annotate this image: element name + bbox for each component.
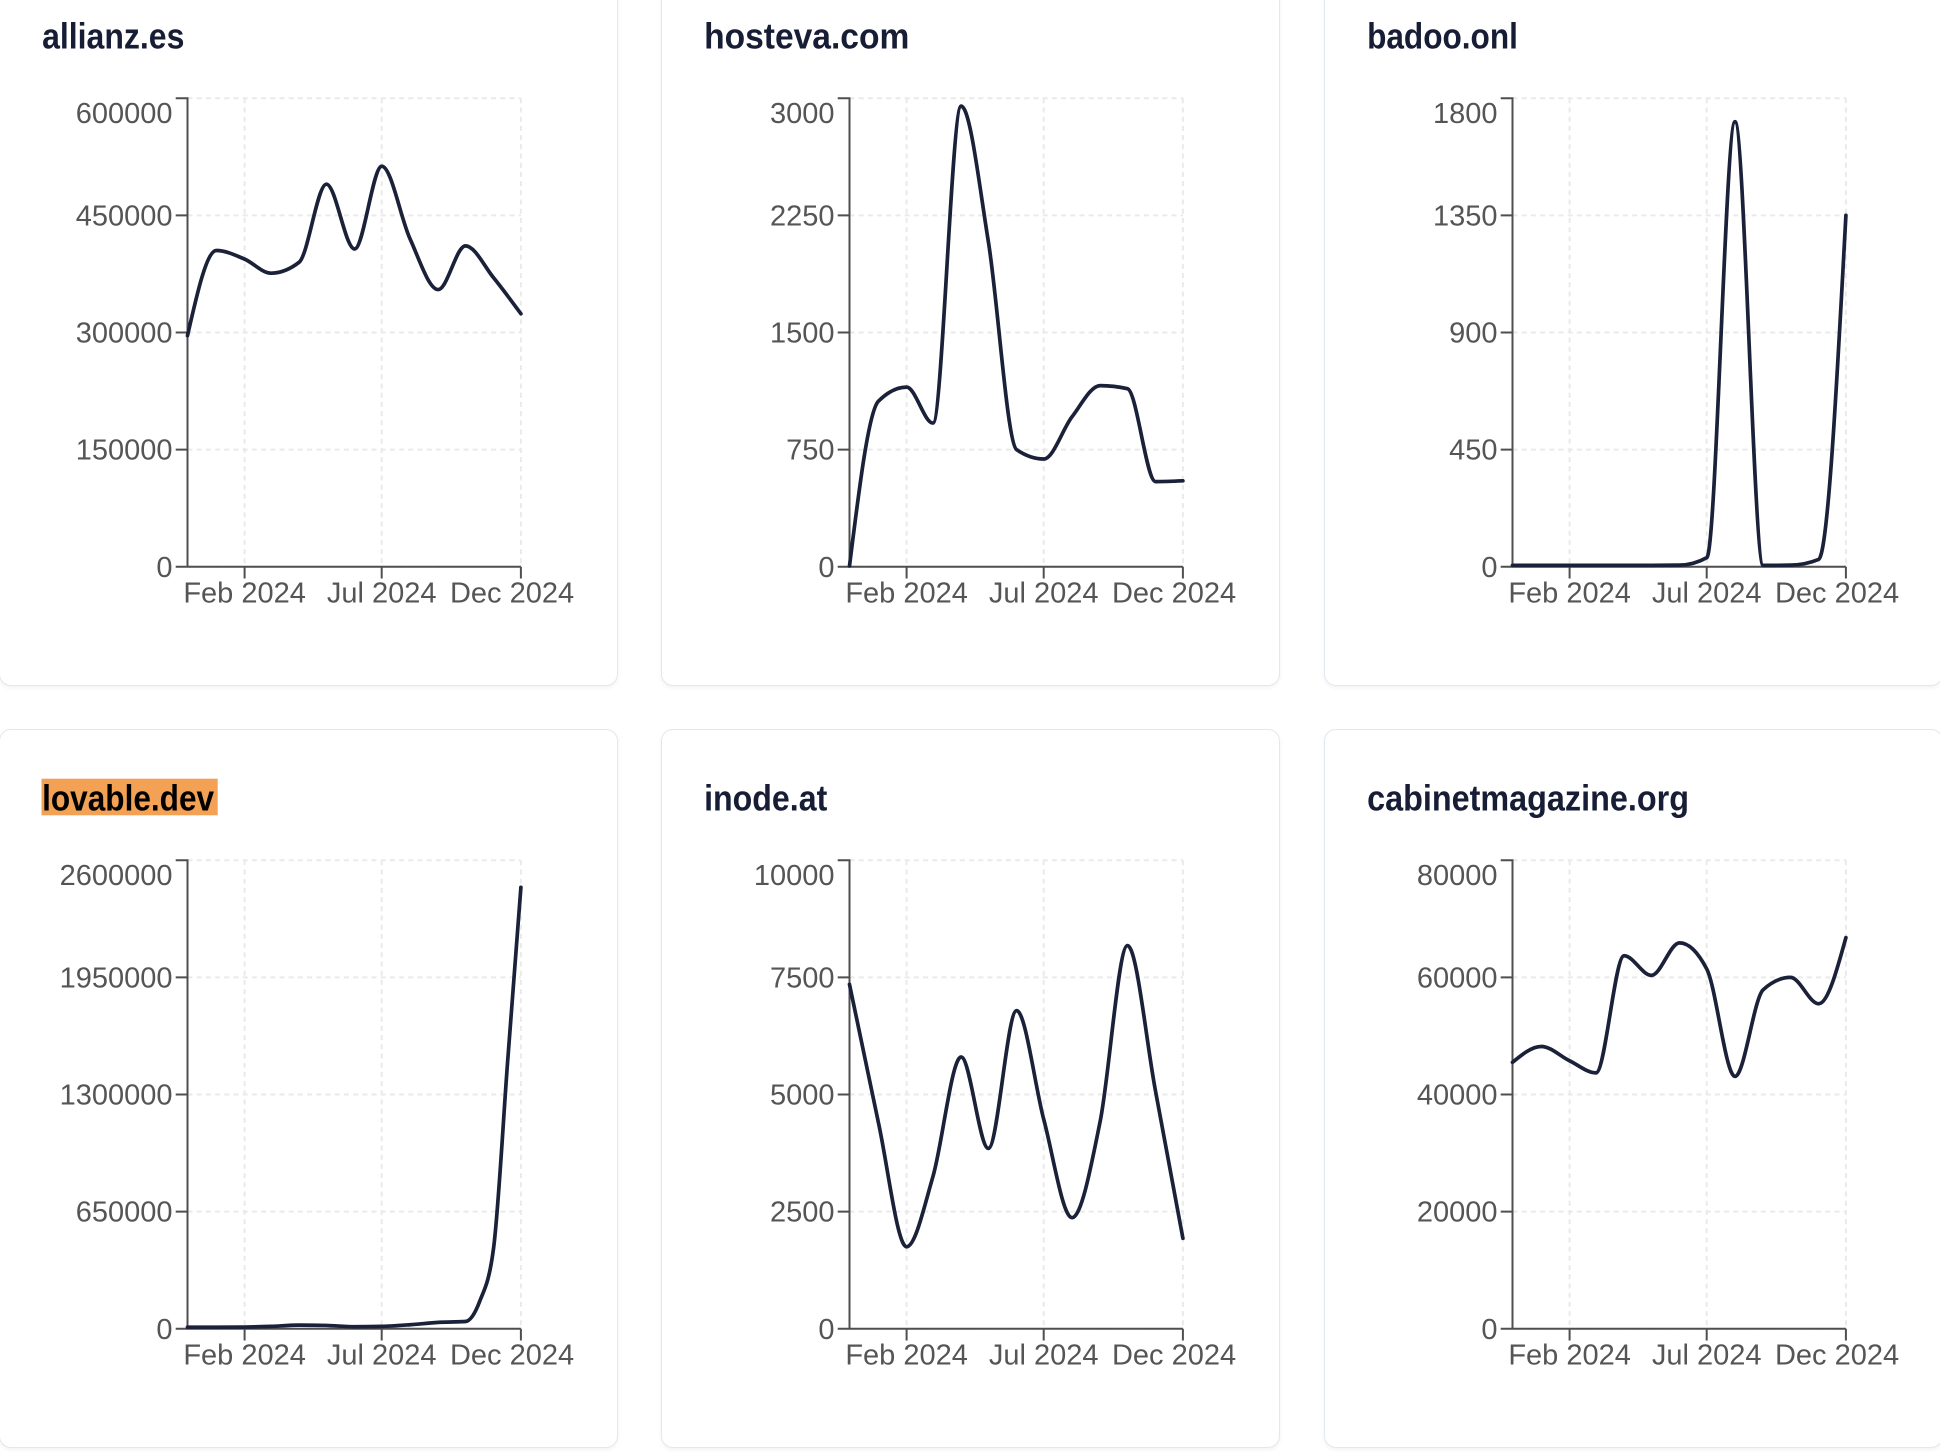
svg-text:Jul 2024: Jul 2024 [989,577,1099,609]
svg-text:5000: 5000 [770,1080,835,1112]
svg-text:0: 0 [818,1314,834,1346]
svg-text:Dec 2024: Dec 2024 [449,1340,573,1372]
svg-text:150000: 150000 [75,434,172,466]
svg-text:Feb 2024: Feb 2024 [183,577,306,609]
svg-text:Dec 2024: Dec 2024 [1112,1340,1236,1372]
svg-text:lovable.dev: lovable.dev [42,777,214,818]
svg-text:0: 0 [818,551,834,583]
svg-text:Jul 2024: Jul 2024 [1652,1340,1762,1372]
svg-text:80000: 80000 [1417,860,1498,892]
svg-text:450: 450 [1449,434,1497,466]
svg-text:2600000: 2600000 [59,860,172,892]
svg-text:7500: 7500 [770,963,835,995]
svg-text:Dec 2024: Dec 2024 [1775,577,1899,609]
svg-text:Feb 2024: Feb 2024 [845,1340,968,1372]
svg-text:badoo.onl: badoo.onl [1367,15,1518,56]
svg-text:Jul 2024: Jul 2024 [326,577,436,609]
svg-text:450000: 450000 [75,200,172,232]
svg-text:cabinetmagazine.org: cabinetmagazine.org [1367,777,1689,818]
svg-text:Dec 2024: Dec 2024 [1775,1340,1899,1372]
svg-text:0: 0 [156,551,172,583]
svg-text:0: 0 [1481,1314,1497,1346]
svg-text:Jul 2024: Jul 2024 [1652,577,1762,609]
svg-text:Jul 2024: Jul 2024 [326,1340,436,1372]
svg-text:10000: 10000 [754,860,835,892]
svg-text:2500: 2500 [770,1197,835,1229]
svg-text:1950000: 1950000 [59,963,172,995]
svg-text:allianz.es: allianz.es [42,15,184,56]
svg-text:2250: 2250 [770,200,835,232]
svg-text:Feb 2024: Feb 2024 [1508,1340,1631,1372]
svg-text:0: 0 [156,1314,172,1346]
svg-text:Dec 2024: Dec 2024 [1112,577,1236,609]
svg-text:Feb 2024: Feb 2024 [845,577,968,609]
svg-text:0: 0 [1481,551,1497,583]
svg-text:hosteva.com: hosteva.com [704,15,909,56]
svg-text:Feb 2024: Feb 2024 [1508,577,1631,609]
svg-text:Jul 2024: Jul 2024 [989,1340,1099,1372]
svg-text:1350: 1350 [1433,200,1498,232]
svg-text:750: 750 [786,434,834,466]
svg-text:60000: 60000 [1417,963,1498,995]
svg-text:1800: 1800 [1433,98,1498,130]
svg-text:Feb 2024: Feb 2024 [183,1340,306,1372]
svg-text:1500: 1500 [770,317,835,349]
svg-text:1300000: 1300000 [59,1080,172,1112]
svg-text:300000: 300000 [75,317,172,349]
svg-text:20000: 20000 [1417,1197,1498,1229]
svg-text:600000: 600000 [75,98,172,130]
svg-text:650000: 650000 [75,1197,172,1229]
svg-text:3000: 3000 [770,98,835,130]
svg-text:inode.at: inode.at [704,777,827,818]
svg-text:900: 900 [1449,317,1497,349]
svg-text:40000: 40000 [1417,1080,1498,1112]
svg-text:Dec 2024: Dec 2024 [449,577,573,609]
